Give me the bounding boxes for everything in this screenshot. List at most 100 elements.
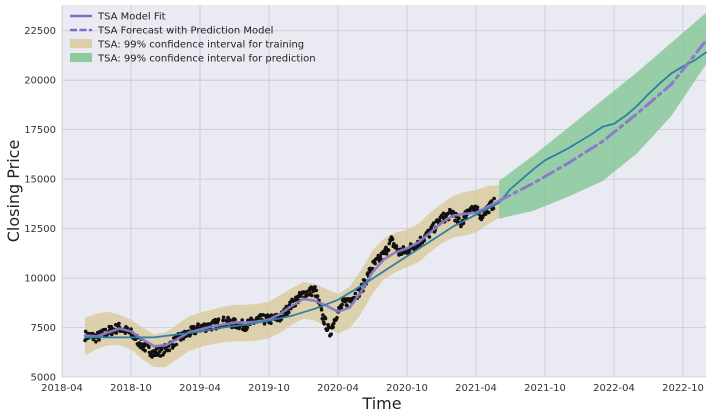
closing-price-point [427,235,432,239]
closing-price-point [394,244,399,248]
x-tick-label: 2021-04 [455,383,497,394]
closing-price-point [287,310,291,315]
closing-price-point [386,248,391,252]
legend-label-model-fit: TSA Model Fit [97,12,166,23]
series-line-tsa-forecast-with-prediction-model [497,39,708,203]
prediction-ci-band [499,12,706,219]
closing-price-point [483,212,488,216]
legend-item-forecast: TSA Forecast with Prediction Model [70,26,273,37]
legend: TSA Model Fit TSA Forecast with Predicti… [70,12,316,65]
closing-price-point [162,351,166,355]
closing-price-point [284,304,289,309]
closing-price-point [335,315,339,320]
series-line-tsa-model-fit [83,199,501,348]
x-tick-label: 2019-04 [179,383,221,394]
legend-item-training-ci: TSA: 99% confidence interval for trainin… [70,39,304,51]
closing-price-point [147,345,151,350]
closing-price-point [384,252,389,256]
closing-price-point [378,254,383,258]
y-tick-label: 20000 [24,76,56,87]
y-tick-label: 12500 [24,224,56,235]
y-axis-title: Closing Price [4,140,23,243]
training-ci-band [85,185,499,368]
closing-price-point [245,325,250,330]
closing-price-point [345,303,349,308]
plot-background [62,5,706,377]
x-tick-label: 2021-10 [524,383,566,394]
closing-price-point [269,321,273,326]
closing-price-point [492,196,496,201]
legend-swatch-training-ci [70,39,92,48]
closing-price-point [174,342,179,347]
closing-price-point [313,285,317,289]
y-tick-label: 10000 [24,274,56,285]
closing-price-point [109,324,113,329]
closing-price-point [226,315,230,320]
closing-price-point [453,218,457,223]
x-tick-label: 2018-04 [41,383,83,394]
closing-price-point [196,322,200,326]
y-tick-labels: 5000 7500 10000 12500 15000 17500 20000 22500 [24,26,56,383]
legend-swatch-prediction-ci [70,53,92,62]
x-tick-label: 2022-10 [662,383,704,394]
closing-price-point [233,317,237,322]
closing-price-point [387,241,392,246]
closing-price-point [487,210,491,215]
closing-price-point [322,322,327,326]
closing-price-point [228,318,232,322]
closing-price-point [314,288,319,293]
closing-price-point [103,327,108,332]
y-tick-label: 5000 [31,373,56,384]
closing-price-point [319,308,324,312]
closing-price-point [221,318,225,323]
closing-price-point [401,245,406,249]
x-tick-label: 2020-04 [317,383,359,394]
closing-price-point [97,338,101,342]
closing-price-point [327,325,332,330]
closing-price-point [329,332,334,337]
closing-price-point [339,306,344,310]
closing-price-point [353,291,358,296]
y-tick-label: 15000 [24,175,56,186]
closing-price-point [311,289,315,294]
y-tick-label: 22500 [24,26,56,37]
legend-item-prediction-ci: TSA: 99% confidence interval for predict… [70,53,316,65]
closing-price-point [315,294,320,298]
closing-price-point [331,325,335,329]
legend-label-forecast: TSA Forecast with Prediction Model [97,26,273,37]
y-tick-label: 7500 [31,323,56,334]
confidence-bands [85,12,706,368]
closing-price-point [491,206,496,211]
closing-price-point [114,331,119,335]
closing-price-point [221,315,226,320]
closing-price-point [325,328,330,332]
closing-price-point [418,243,422,248]
closing-price-point [390,237,395,242]
closing-price-point [94,339,98,344]
legend-label-prediction-ci: TSA: 99% confidence interval for predict… [97,54,316,65]
legend-label-training-ci: TSA: 99% confidence interval for trainin… [97,40,304,51]
x-axis-title: Time [361,394,401,413]
closing-price-point [432,221,436,225]
closing-price-point [159,347,164,352]
closing-price-point [310,293,314,298]
closing-price-point [167,348,172,353]
closing-price-point [402,251,407,255]
x-tick-labels: 2018-04 2018-10 2019-04 2019-10 2020-04 2020-… [41,383,704,394]
x-tick-label: 2018-10 [110,383,152,394]
legend-item-model-fit: TSA Model Fit [70,12,166,23]
closing-price-point [137,341,142,345]
closing-price-point [216,317,221,322]
closing-price-point [340,302,344,307]
x-tick-label: 2022-04 [593,383,635,394]
closing-price-point [143,348,147,353]
x-tick-label: 2019-10 [248,383,290,394]
series-line-trend [84,51,707,339]
x-tick-label: 2020-10 [386,383,428,394]
closing-price-point [240,318,244,322]
closing-price-point [457,216,461,220]
closing-price-point [489,199,494,203]
closing-price-point [475,205,480,210]
closing-price-point [323,316,328,321]
